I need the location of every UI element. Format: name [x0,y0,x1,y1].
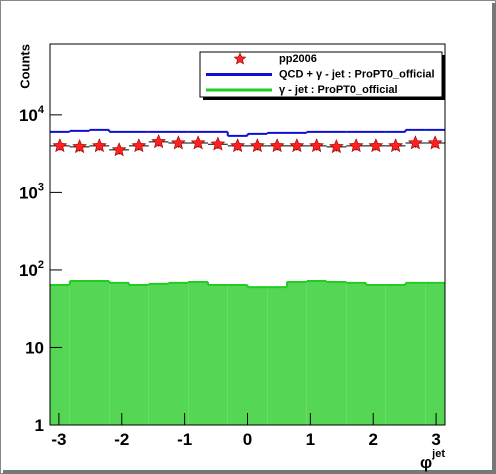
histogram-bar [148,283,169,425]
histogram-bar [425,282,445,425]
histogram-bar [306,280,327,425]
y-tick-base: 10 [19,183,38,202]
data-point [151,134,167,149]
y-axis-label: Counts [18,44,33,89]
histogram-bar [208,284,228,425]
data-point [407,135,423,150]
data-point [368,138,384,153]
histogram-bar [405,282,426,425]
y-tick-base: 10 [19,106,38,125]
x-tick-label: -2 [114,430,129,449]
y-tick-exponent: 2 [38,259,44,271]
x-tick-label: 2 [368,430,377,449]
data-point [210,136,226,151]
data-point [131,138,147,153]
canvas-shadow [492,3,496,474]
histogram-bar [50,284,70,425]
data-point [328,139,344,154]
histogram-bar [168,282,189,425]
canvas-shadow [3,470,496,474]
y-tick-label: 1 [35,416,44,435]
y-tick-label: 103 [19,181,44,202]
histogram-bar [89,280,110,425]
data-point [230,138,246,153]
data-point [289,138,305,153]
legend-label: QCD + γ - jet : ProPT0_official [279,68,435,80]
histogram-bar [346,282,367,425]
y-tick-label: 104 [19,104,45,125]
x-tick-label: -1 [177,430,192,449]
data-point [111,142,127,157]
x-tick-label: 3 [431,430,440,449]
y-tick-exponent: 4 [38,104,45,116]
histogram-bar [188,281,209,425]
histogram-bar [109,282,129,425]
histogram-bar [326,281,347,425]
data-point [269,138,285,153]
data-point [72,139,88,154]
data-point [52,138,68,153]
legend-label: γ - jet : ProPT0_official [279,84,398,96]
y-tick-base: 10 [19,261,38,280]
data-point [190,135,206,150]
plot-area [50,128,445,425]
data-point [309,138,325,153]
histogram-bar [286,281,307,425]
histogram-bar [128,284,149,425]
y-tick-exponent: 3 [38,181,44,193]
legend-label: pp2006 [279,53,317,65]
histogram-bar [69,280,90,425]
x-axis-symbol: φ [420,453,432,472]
data-point [170,135,186,150]
x-tick-label: 1 [306,430,315,449]
x-axis-label: φjet [420,448,445,472]
histogram-bar [366,284,386,425]
data-point [249,138,265,153]
legend: pp2006 QCD + γ - jet : ProPT0_official γ -… [199,51,445,100]
x-axis-superscript: jet [431,448,445,460]
histogram-bar [267,287,287,425]
x-tick-label: -3 [51,430,66,449]
y-tick-label: 10 [25,338,44,357]
data-point [348,138,364,153]
y-tick-label: 102 [19,259,44,280]
data-point [388,138,404,153]
histogram-bar [227,284,248,425]
data-point [91,138,107,153]
x-tick-label: 0 [243,430,252,449]
data-point [427,135,443,150]
histogram-bar [385,284,406,425]
legend-marker [233,52,247,65]
histogram-bar [247,287,268,425]
